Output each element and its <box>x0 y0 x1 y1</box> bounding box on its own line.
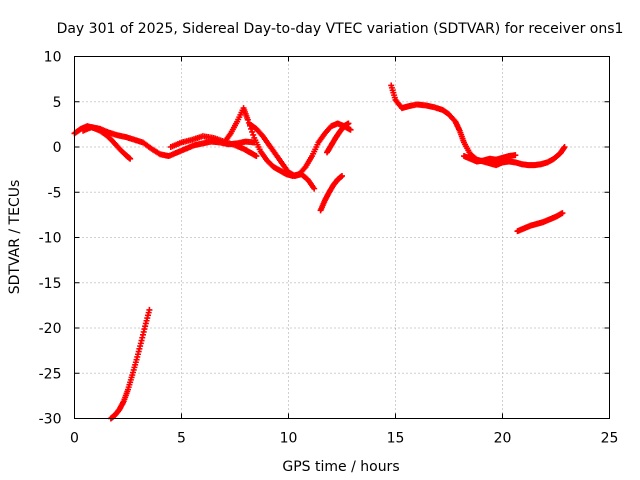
x-tick-label: 15 <box>387 431 405 447</box>
data-point <box>250 131 257 138</box>
series-arc-g <box>324 120 352 156</box>
y-tick-label: -30 <box>39 412 62 428</box>
y-tick-label: -15 <box>39 276 62 292</box>
x-tick-label: 20 <box>494 431 512 447</box>
data-point <box>561 144 568 150</box>
chart-title: Day 301 of 2025, Sidereal Day-to-day VTE… <box>57 21 624 37</box>
series-arc-f <box>317 172 345 214</box>
y-tick-label: 10 <box>44 50 62 66</box>
data-point <box>244 116 251 123</box>
data-point <box>249 128 256 135</box>
data-point <box>311 185 318 192</box>
y-tick-label: 5 <box>53 95 62 111</box>
series-arc-d <box>221 105 354 179</box>
data-point <box>559 210 566 217</box>
data-point <box>127 155 134 162</box>
series-arc-h <box>388 82 568 169</box>
series-arc-j <box>514 210 566 235</box>
x-tick-label: 10 <box>280 431 298 447</box>
series-arc-k <box>107 306 153 422</box>
x-tick-labels: 0 5 10 15 20 25 <box>70 431 618 447</box>
data-series <box>71 82 568 422</box>
series-arc-c <box>167 133 260 160</box>
y-tick-label: 0 <box>53 140 62 156</box>
y-tick-label: -5 <box>48 185 62 201</box>
x-tick-label: 0 <box>70 431 79 447</box>
y-tick-labels: 10 5 0 -5 -10 -15 -20 -25 -30 <box>39 50 62 428</box>
data-point <box>347 126 354 133</box>
data-point <box>253 153 260 160</box>
y-tick-label: -10 <box>39 231 62 247</box>
data-point <box>512 152 519 159</box>
grid-lines <box>74 56 610 419</box>
x-tick-label: 25 <box>601 431 619 447</box>
series-arc-e <box>246 121 318 192</box>
y-axis-label: SDTVAR / TECUs <box>7 180 23 295</box>
data-point <box>345 120 352 127</box>
data-point <box>339 172 345 179</box>
x-tick-label: 5 <box>177 431 186 447</box>
series-arc-i <box>460 152 519 165</box>
y-tick-label: -20 <box>39 321 62 337</box>
y-tick-label: -25 <box>39 366 62 382</box>
data-point <box>146 306 153 313</box>
x-axis-label: GPS time / hours <box>282 459 399 475</box>
plot-frame <box>74 56 610 419</box>
